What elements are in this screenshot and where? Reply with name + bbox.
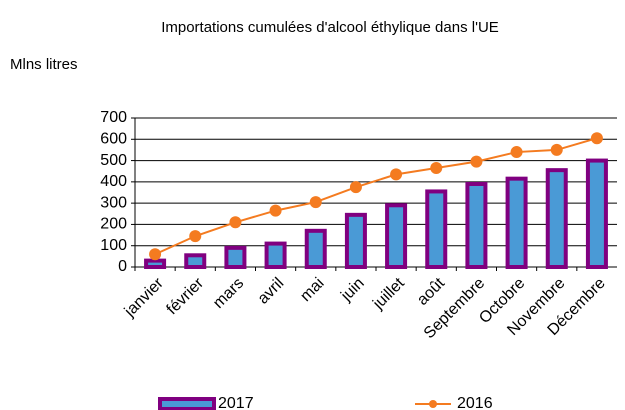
x-tick-label: mai (297, 275, 327, 305)
marker (269, 204, 282, 217)
bar (144, 258, 167, 270)
marker (390, 168, 403, 181)
marker (229, 216, 242, 229)
legend-label: 2016 (457, 395, 493, 410)
x-tick-label: juillet (369, 274, 408, 313)
marker (470, 155, 483, 168)
bar (184, 253, 207, 270)
marker (590, 132, 603, 145)
marker (189, 230, 202, 243)
bar (385, 203, 408, 269)
y-tick-label: 0 (118, 258, 127, 275)
bar (425, 189, 448, 269)
x-tick-label: juin (337, 275, 367, 305)
y-axis-label: Mlns litres (10, 56, 78, 73)
bar (344, 212, 367, 270)
x-tick-label: janvier (121, 274, 168, 321)
y-tick-label: 600 (100, 131, 127, 148)
y-tick-label: 100 (100, 237, 127, 254)
bar (505, 176, 528, 270)
marker (309, 196, 322, 209)
legend-label: 2017 (218, 395, 254, 410)
bar (304, 228, 327, 269)
bar (585, 158, 608, 269)
marker (349, 181, 362, 194)
bar (465, 181, 488, 269)
bar (545, 168, 568, 269)
marker (510, 146, 523, 159)
x-tick-label: août (414, 274, 448, 308)
y-tick-label: 300 (100, 194, 127, 211)
legend-swatch (158, 397, 216, 410)
x-tick-label: avril (255, 275, 288, 308)
line (154, 137, 598, 256)
y-tick-label: 700 (100, 109, 127, 126)
bar (224, 245, 247, 269)
marker (550, 143, 563, 156)
marker (149, 248, 162, 261)
x-tick-label: mars (210, 275, 247, 312)
bar (264, 241, 287, 269)
legend-swatch (429, 400, 437, 408)
chart-title: Importations cumulées d'alcool éthylique… (161, 19, 499, 36)
y-tick-label: 500 (100, 152, 127, 169)
marker (430, 162, 443, 175)
y-tick-label: 200 (100, 216, 127, 233)
x-tick-label: février (164, 274, 208, 318)
y-tick-label: 400 (100, 173, 127, 190)
